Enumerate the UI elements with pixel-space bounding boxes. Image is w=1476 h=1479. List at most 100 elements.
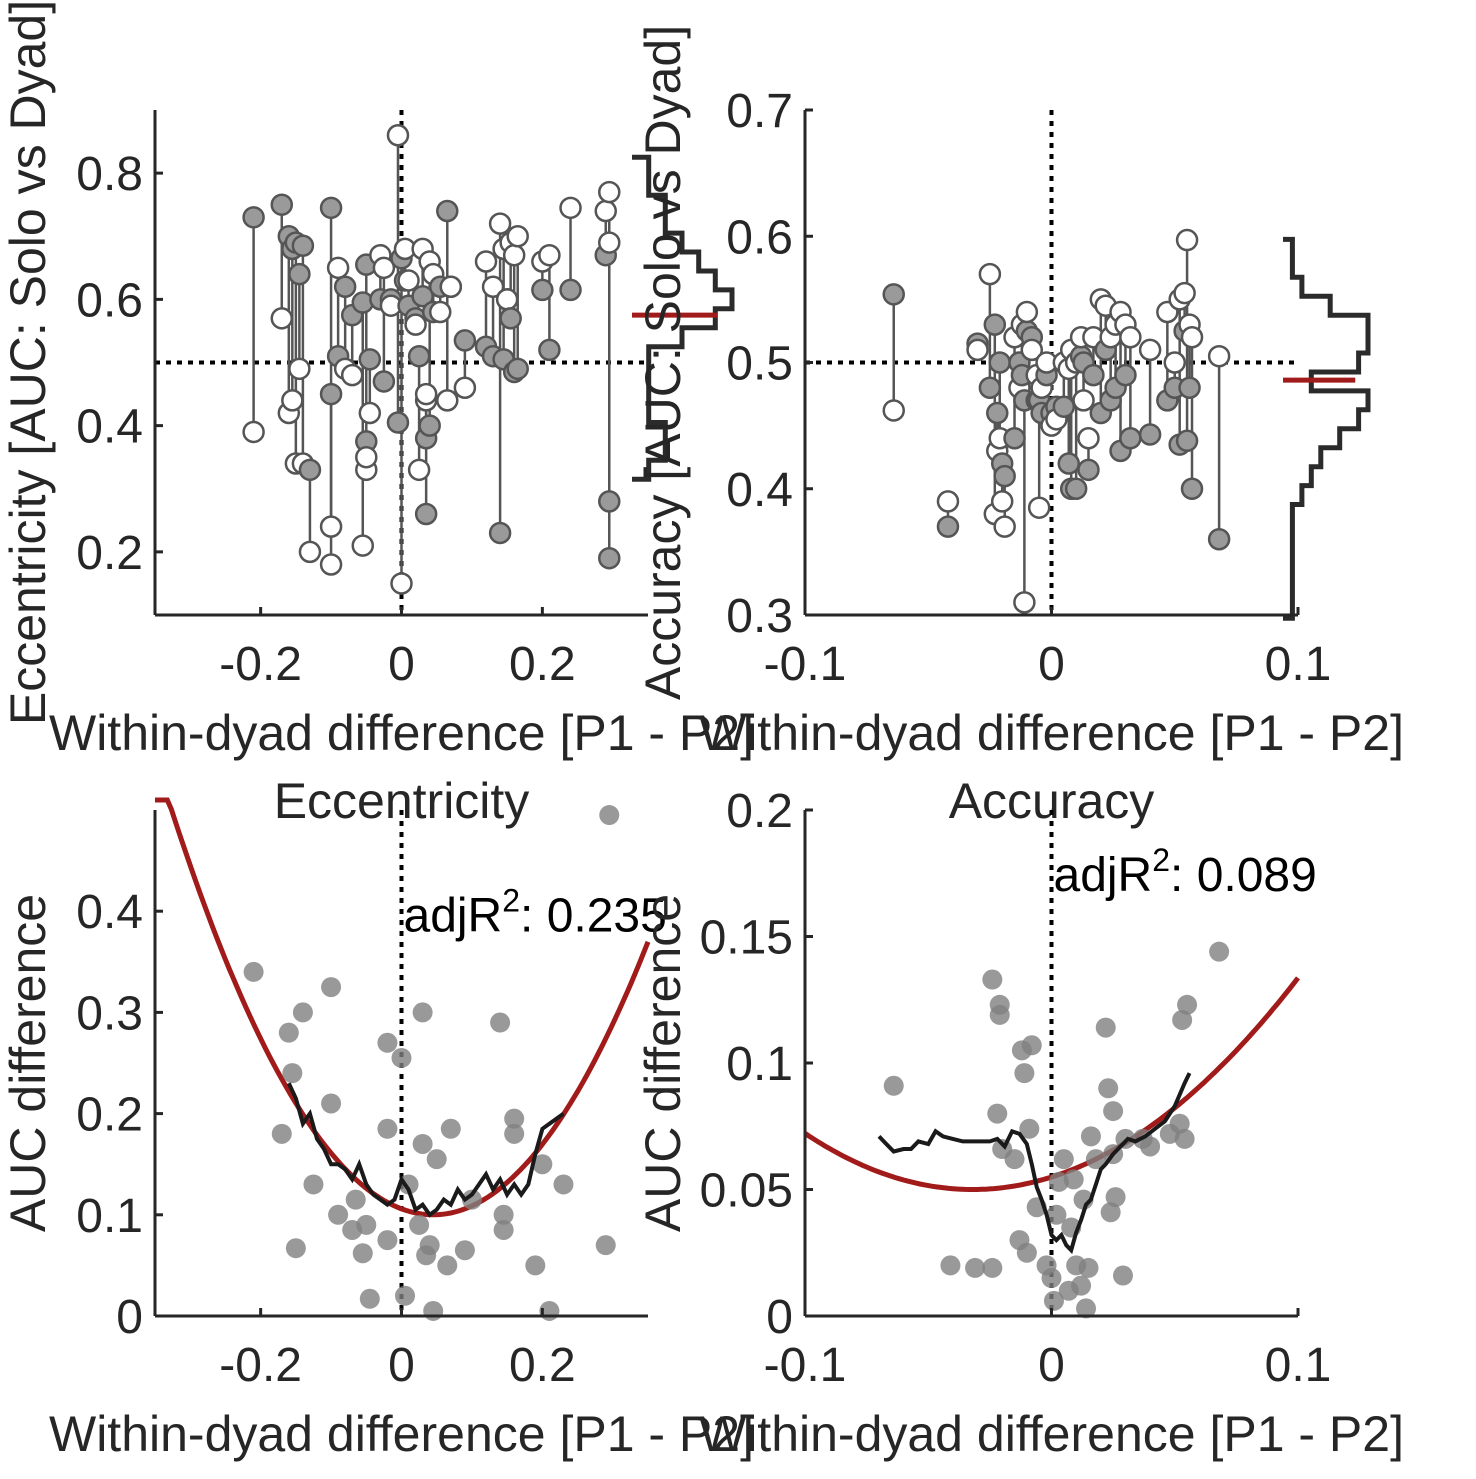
dyad-marker <box>358 348 382 371</box>
dyad-marker <box>407 344 431 368</box>
data-point <box>321 977 342 998</box>
data-point <box>940 1255 961 1276</box>
data-point <box>595 1235 616 1256</box>
dyad-marker <box>488 521 512 545</box>
annotation-superscript: 2 <box>502 882 520 918</box>
data-point <box>989 1004 1010 1025</box>
solo-marker <box>481 275 505 298</box>
solo-marker <box>488 212 512 235</box>
solo-marker <box>407 458 431 482</box>
data-point <box>426 1149 447 1170</box>
data-point <box>1053 1149 1074 1170</box>
data-point <box>377 1032 398 1053</box>
solo-marker <box>414 382 438 406</box>
dyad-marker <box>1064 477 1088 500</box>
data-point <box>321 1093 342 1114</box>
data-point <box>1041 1268 1062 1289</box>
y-tick-label: 0.2 <box>76 527 143 580</box>
solo-marker <box>358 401 382 425</box>
data-point <box>1016 1242 1037 1263</box>
solo-marker <box>598 231 621 254</box>
data-point <box>391 1047 412 1068</box>
panel-title: Accuracy <box>949 773 1155 829</box>
data-point <box>1140 1136 1161 1157</box>
data-point <box>419 1235 440 1256</box>
solo-marker <box>372 256 396 280</box>
y-tick-label: 0.2 <box>726 785 793 838</box>
solo-marker <box>270 307 294 330</box>
solo-marker <box>319 515 343 538</box>
solo-marker <box>502 243 526 267</box>
data-point <box>1048 1171 1069 1192</box>
x-tick-label: 0.2 <box>509 1339 576 1392</box>
solo-marker <box>495 288 519 311</box>
data-point <box>1071 1275 1092 1296</box>
data-point <box>1177 994 1198 1015</box>
dyad-marker <box>978 376 1002 399</box>
data-point <box>282 1063 303 1084</box>
adj-r2-annotation: adjR2: 0.235 <box>404 882 667 942</box>
x-tick-label: 0.2 <box>509 638 576 691</box>
solo-marker <box>288 357 311 381</box>
data-point <box>1098 1078 1119 1099</box>
dyad-marker <box>418 414 441 437</box>
dyad-marker <box>983 313 1007 336</box>
x-axis-label: Within-dyad difference [P1 - P2] <box>49 1406 754 1462</box>
solo-marker <box>1013 591 1036 614</box>
solo-marker <box>1173 281 1196 305</box>
solo-marker <box>993 515 1016 538</box>
data-point <box>1046 1204 1067 1225</box>
y-tick-label: 0.1 <box>726 1038 793 1091</box>
data-point <box>1172 1009 1193 1030</box>
data-point <box>504 1123 525 1144</box>
y-tick-label: 0.4 <box>726 464 793 517</box>
data-point <box>1209 941 1230 962</box>
dyad-marker <box>319 196 343 220</box>
dyad-marker <box>538 338 561 362</box>
dyad-marker <box>270 193 294 216</box>
dyad-marker <box>986 401 1009 425</box>
x-tick-label: -0.2 <box>219 638 302 691</box>
solo-marker <box>474 250 498 273</box>
y-axis-label: Accuracy [AUC: Solo vs Dyad] <box>635 25 691 700</box>
y-tick-label: 0.3 <box>726 590 793 643</box>
solo-marker <box>397 269 420 292</box>
data-point <box>1043 1290 1064 1311</box>
data-point <box>278 1022 299 1043</box>
data-point <box>1080 1126 1101 1147</box>
data-point <box>982 1257 1003 1278</box>
dyad-marker <box>1077 458 1100 482</box>
data-point <box>412 1002 433 1023</box>
solo-marker <box>1015 300 1039 324</box>
dyad-marker <box>1057 452 1081 475</box>
x-tick-label: -0.1 <box>764 638 847 691</box>
solo-marker <box>1180 326 1204 349</box>
data-point <box>493 1204 514 1225</box>
solo-marker <box>594 199 617 223</box>
dyad-marker <box>559 278 582 302</box>
y-tick-label: 0.15 <box>700 912 793 965</box>
data-point <box>1105 1187 1126 1208</box>
annotation-value: : 0.235 <box>520 889 667 942</box>
dyad-marker <box>291 234 315 257</box>
dyad-marker <box>411 284 434 308</box>
solo-marker <box>538 243 561 267</box>
data-point <box>437 1255 458 1276</box>
solo-marker <box>1207 344 1231 368</box>
data-point <box>454 1240 475 1261</box>
data-point <box>395 1285 416 1306</box>
x-tick-label: 0.1 <box>1265 1339 1332 1392</box>
dyad-marker <box>319 382 343 406</box>
running-average-line <box>286 1082 565 1218</box>
dyad-marker <box>1180 477 1204 500</box>
data-point <box>440 1118 461 1139</box>
dyad-marker <box>372 370 396 393</box>
x-axis-label: Within-dyad difference [P1 - P2] <box>49 705 754 761</box>
y-tick-label: 0.7 <box>726 85 793 138</box>
x-axis-label: Within-dyad difference [P1 - P2] <box>699 705 1404 761</box>
solo-marker <box>428 300 452 324</box>
data-point <box>377 1118 398 1139</box>
dyad-marker <box>386 411 410 434</box>
data-point <box>1095 1017 1116 1038</box>
